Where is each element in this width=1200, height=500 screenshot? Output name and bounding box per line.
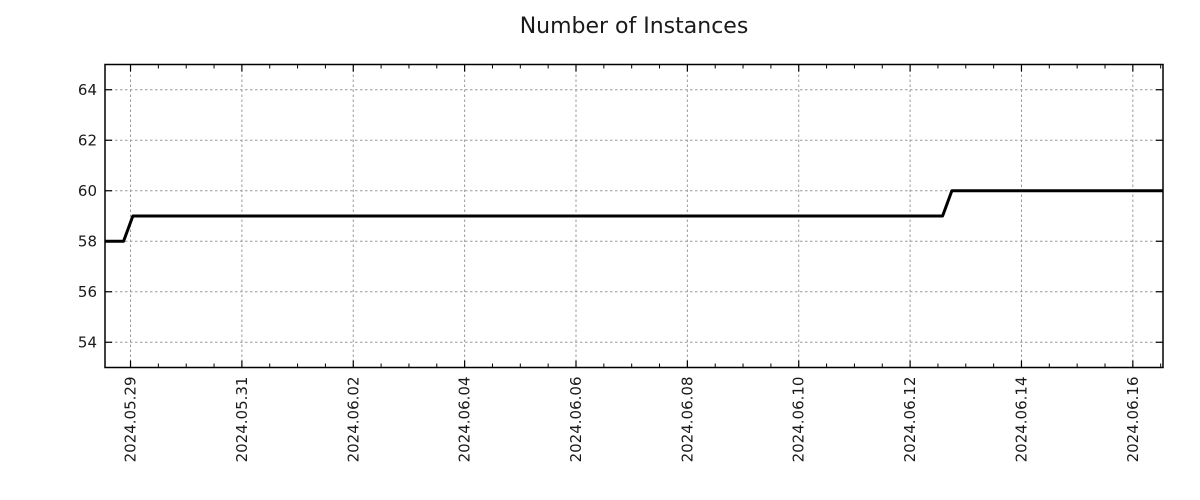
y-tick-label: 60 (78, 182, 97, 200)
x-tick-label: 2024.06.06 (567, 377, 585, 463)
y-tick-label: 58 (78, 232, 97, 250)
x-tick-label: 2024.06.10 (790, 377, 808, 463)
y-tick-label: 62 (78, 131, 97, 149)
x-tick-label: 2024.06.16 (1124, 377, 1142, 463)
y-tick-label: 56 (78, 283, 97, 301)
x-tick-label: 2024.06.02 (344, 377, 362, 463)
x-tick-label: 2024.06.04 (456, 377, 474, 463)
x-tick-label: 2024.06.14 (1012, 377, 1030, 463)
x-tick-label: 2024.05.31 (233, 377, 251, 463)
x-tick-label: 2024.06.12 (901, 377, 919, 463)
plot-border (104, 63, 1164, 369)
x-tick-label: 2024.05.29 (122, 377, 140, 463)
y-tick-label: 64 (78, 81, 97, 99)
chart-title: Number of Instances (519, 14, 749, 39)
y-tick-label: 54 (78, 333, 97, 351)
series-line-instances (105, 189, 1163, 243)
x-tick-label: 2024.06.08 (678, 377, 696, 463)
